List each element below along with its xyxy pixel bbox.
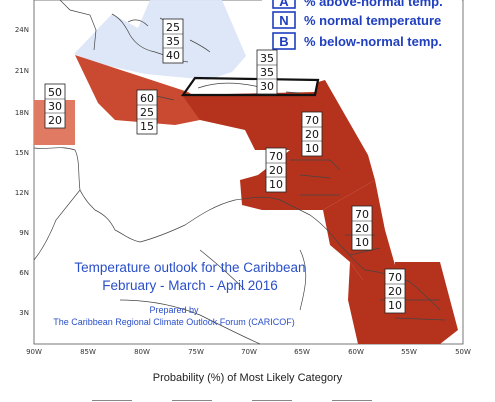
lon-tick: 60W	[348, 348, 364, 356]
label-normal: 20	[305, 128, 319, 141]
legend-text: % above-normal temp.	[304, 0, 443, 9]
footer-category-key-cropped	[92, 392, 412, 402]
label-above: 70	[388, 271, 402, 284]
lon-tick: 50W	[455, 348, 471, 356]
label-below: 30	[260, 80, 274, 93]
lat-tick: 24N	[15, 26, 29, 34]
label-normal: 35	[260, 66, 274, 79]
label-normal: 20	[388, 285, 402, 298]
label-below: 10	[305, 142, 319, 155]
lon-tick: 70W	[241, 348, 257, 356]
label-above: 25	[166, 21, 180, 34]
label-below: 40	[166, 49, 180, 62]
label-above: 70	[269, 150, 283, 163]
lat-tick: 15N	[15, 149, 29, 157]
label-box-hispaniola: 35 35 30	[256, 49, 278, 95]
map-title-line1: Temperature outlook for the Caribbean	[74, 260, 305, 275]
lat-tick: 3N	[19, 309, 29, 317]
lon-tick: 80W	[134, 348, 150, 356]
label-above: 70	[355, 208, 369, 221]
label-above: 70	[305, 114, 319, 127]
legend-item-above: A % above-normal temp.	[272, 0, 443, 9]
label-below: 10	[269, 178, 283, 191]
label-box-suriname: 70 20 10	[384, 268, 406, 314]
lat-tick: 9N	[19, 229, 29, 237]
longitude-axis: 90W 85W 80W 75W 70W 65W 60W 55W 50W	[26, 348, 471, 356]
lon-tick: 55W	[401, 348, 417, 356]
label-box-belize: 50 30 20	[44, 83, 66, 129]
legend-item-below: B % below-normal temp.	[272, 32, 442, 50]
label-box-caribbean-sea: 70 20 10	[265, 147, 287, 193]
credit-line1: Prepared by	[149, 305, 199, 315]
label-below: 20	[48, 114, 62, 127]
probability-caption: Probability (%) of Most Likely Category	[152, 372, 343, 384]
lon-tick: 90W	[26, 348, 42, 356]
latitude-axis: 24N 21N 18N 15N 12N 9N 6N 3N	[15, 26, 29, 317]
lat-tick: 6N	[19, 269, 29, 277]
label-below: 10	[355, 236, 369, 249]
lat-tick: 18N	[15, 109, 29, 117]
label-normal: 30	[48, 100, 62, 113]
label-normal: 35	[166, 35, 180, 48]
legend-text: % normal temperature	[304, 13, 441, 28]
lat-tick: 21N	[15, 67, 29, 75]
legend-key: A	[279, 0, 289, 9]
label-box-jamaica: 60 25 15	[136, 89, 158, 135]
label-above: 50	[48, 86, 62, 99]
legend-key: B	[279, 34, 288, 49]
label-normal: 20	[269, 164, 283, 177]
lon-tick: 65W	[294, 348, 310, 356]
region-normal-light-blue	[74, 0, 246, 80]
map-title-line2: February - March - April 2016	[102, 278, 278, 293]
legend-item-normal: N % normal temperature	[272, 11, 441, 29]
lon-tick: 75W	[188, 348, 204, 356]
legend-text: % below-normal temp.	[304, 34, 442, 49]
label-normal: 25	[140, 106, 154, 119]
label-box-lesser-antilles: 70 20 10	[301, 111, 323, 157]
label-normal: 20	[355, 222, 369, 235]
label-above: 35	[260, 52, 274, 65]
legend: A % above-normal temp. N % normal temper…	[262, 0, 462, 56]
label-below: 10	[388, 299, 402, 312]
lon-tick: 85W	[80, 348, 96, 356]
legend-key: N	[279, 13, 288, 28]
label-above: 60	[140, 92, 154, 105]
region-outline-hispaniola	[180, 76, 320, 97]
credit-line2: The Caribbean Regional Climate Outlook F…	[53, 317, 295, 327]
label-box-bahamas: 25 35 40	[162, 18, 184, 64]
label-below: 15	[140, 120, 154, 133]
lat-tick: 12N	[15, 189, 29, 197]
label-box-guyana: 70 20 10	[351, 205, 373, 251]
